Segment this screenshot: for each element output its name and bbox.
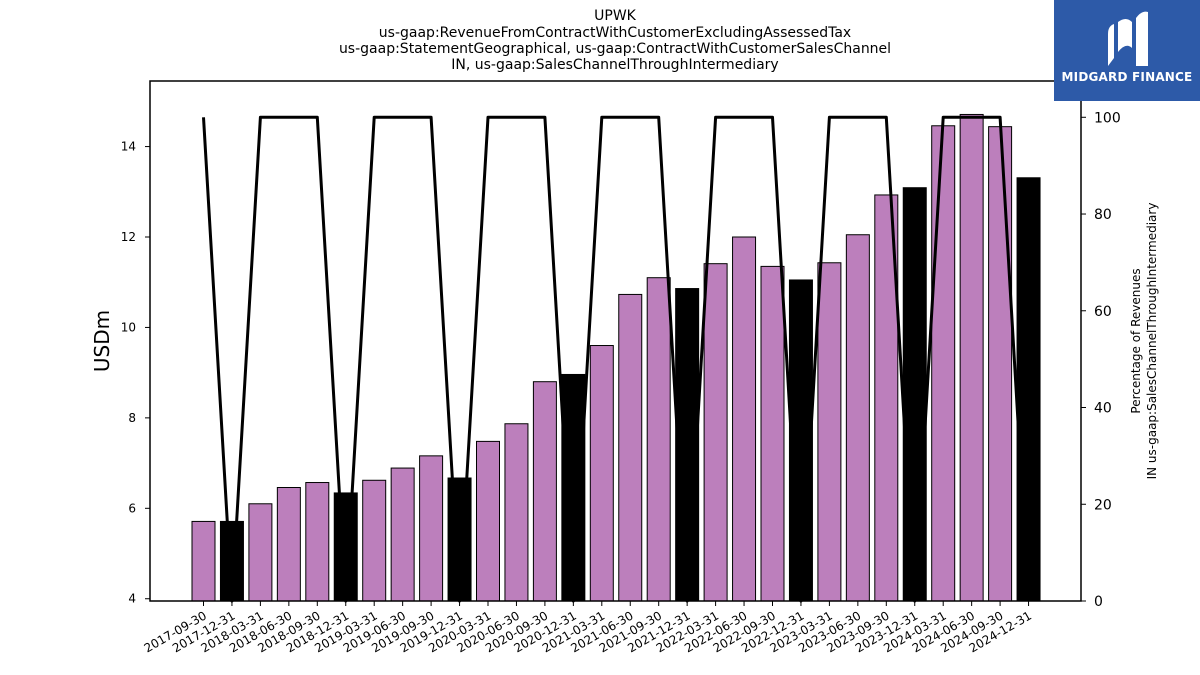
percentage-line-series bbox=[202, 115, 1031, 603]
y-tick-label: 10 bbox=[121, 320, 136, 334]
bar-quarter bbox=[845, 234, 870, 602]
y2-tick-label: 40 bbox=[1094, 401, 1112, 417]
title-line-3: us-gaap:StatementGeographical, us-gaap:C… bbox=[339, 41, 891, 57]
bar-quarter bbox=[646, 277, 671, 602]
y-tick-label: 4 bbox=[128, 592, 136, 606]
y2-tick-label: 0 bbox=[1094, 594, 1103, 610]
midgard-logo-icon bbox=[1108, 11, 1148, 67]
y-tick-label: 12 bbox=[121, 230, 136, 244]
y2-tick-label: 100 bbox=[1094, 110, 1121, 126]
bar-annual bbox=[902, 187, 927, 602]
y-axis-label: USDm bbox=[90, 310, 114, 372]
y2-tick-label: 60 bbox=[1094, 304, 1112, 320]
bar-quarter bbox=[248, 503, 273, 602]
bar-quarter bbox=[703, 263, 728, 602]
bar-quarter bbox=[988, 126, 1013, 602]
bar-quarter bbox=[390, 467, 415, 602]
y2-axis-label-line-2: IN us-gaap:SalesChannelThroughIntermedia… bbox=[1145, 203, 1159, 480]
y2-tick-label: 20 bbox=[1094, 497, 1112, 513]
bar-quarter bbox=[618, 293, 643, 602]
bar-quarter bbox=[760, 265, 785, 602]
bar-quarter bbox=[476, 440, 500, 602]
bar-quarter bbox=[817, 262, 842, 602]
y-tick-label: 14 bbox=[121, 140, 136, 154]
bar-quarter bbox=[419, 455, 444, 602]
plot-frame bbox=[149, 80, 1082, 602]
bar-quarter bbox=[589, 345, 614, 602]
title-line-4: IN, us-gaap:SalesChannelThroughIntermedi… bbox=[451, 57, 778, 73]
bar-quarter bbox=[191, 520, 216, 602]
title-line-1: UPWK bbox=[594, 8, 637, 24]
bar-quarter bbox=[504, 423, 529, 602]
bar-quarter bbox=[959, 113, 984, 602]
percentage-line bbox=[202, 115, 1031, 603]
bar-quarter bbox=[362, 479, 387, 602]
bar-quarter bbox=[931, 125, 956, 602]
y2-axis-label-line-1: Percentage of Revenues bbox=[1129, 268, 1143, 413]
bar-quarter bbox=[532, 381, 557, 602]
y-tick-label: 6 bbox=[128, 501, 136, 515]
bar-series bbox=[191, 113, 1041, 602]
title-line-2: us-gaap:RevenueFromContractWithCustomerE… bbox=[379, 25, 851, 41]
bar-annual bbox=[1016, 177, 1041, 602]
y-tick-label: 8 bbox=[128, 411, 136, 425]
midgard-finance-logo: MIDGARD FINANCE bbox=[1054, 0, 1200, 101]
chart-title: UPWK us-gaap:RevenueFromContractWithCust… bbox=[339, 8, 891, 73]
bar-quarter bbox=[732, 236, 757, 602]
y2-tick-label: 80 bbox=[1094, 207, 1112, 223]
logo-text: MIDGARD FINANCE bbox=[1061, 70, 1193, 84]
bar-quarter bbox=[305, 482, 330, 602]
bar-quarter bbox=[276, 487, 301, 602]
